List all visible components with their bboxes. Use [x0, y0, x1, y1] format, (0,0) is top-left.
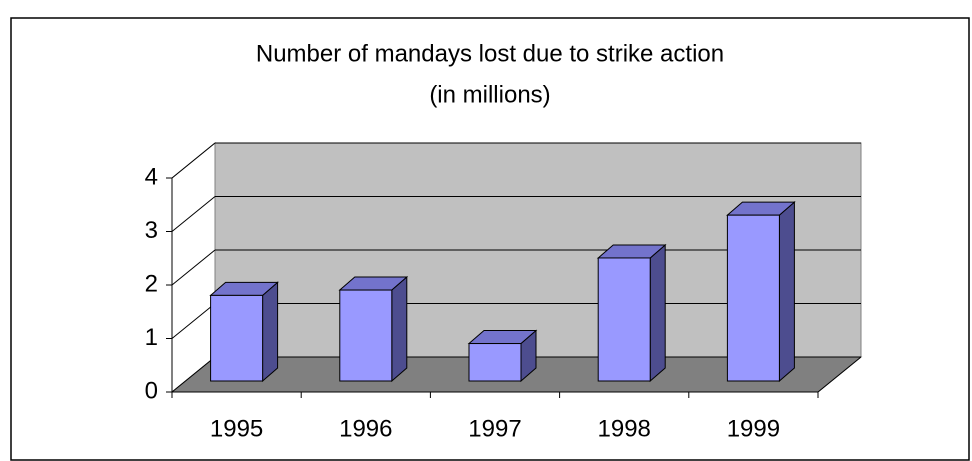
- y-tick-label: 3: [145, 217, 158, 244]
- side-grid-line: [171, 303, 216, 339]
- x-tick-label: 1999: [727, 415, 780, 442]
- bar: [210, 294, 264, 382]
- bar: [726, 214, 780, 382]
- y-tick-label: 1: [145, 324, 158, 351]
- side-grid-line: [171, 249, 216, 286]
- bar-side: [649, 243, 666, 383]
- bar-side: [778, 201, 795, 383]
- y-tick-label: 2: [145, 270, 158, 297]
- x-axis-depth: [817, 356, 862, 393]
- x-tick-label: 1995: [210, 415, 263, 442]
- bar: [339, 289, 393, 382]
- side-grid-line: [171, 196, 216, 232]
- x-tick-label: 1996: [339, 415, 392, 442]
- side-grid-line: [171, 142, 216, 179]
- side-grid-line: [171, 356, 216, 393]
- bar: [597, 257, 651, 382]
- bar-side: [262, 281, 279, 383]
- chart-title: Number of mandays lost due to strike act…: [256, 40, 724, 67]
- bar: [468, 343, 522, 382]
- y-tick-label: 0: [145, 377, 158, 404]
- x-tick-label: 1998: [598, 415, 651, 442]
- bar-side: [391, 275, 408, 383]
- chart-subtitle: (in millions): [429, 81, 550, 108]
- x-tick-label: 1997: [468, 415, 521, 442]
- y-tick-label: 4: [145, 163, 158, 190]
